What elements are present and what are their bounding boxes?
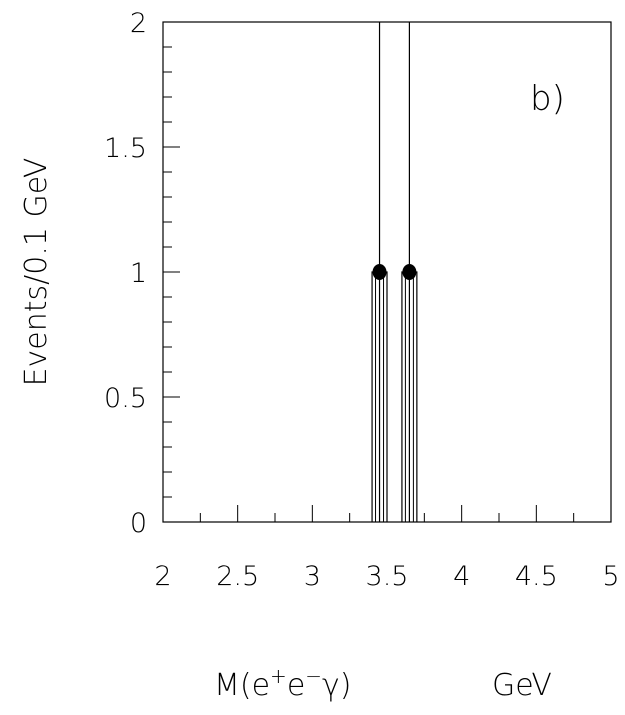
x-axis-unit: GeV [492, 668, 552, 703]
x-label-prefix: M(e [214, 668, 270, 703]
data-point [372, 264, 387, 280]
histogram-layer [371, 271, 418, 522]
x-tick-layer: 2 2.5 3 3.5 4 4.5 5 [154, 505, 620, 592]
y-tick-label: 0 [130, 508, 147, 539]
x-tick-label: 2.5 [216, 561, 259, 592]
x-label-sup-plus: + [270, 664, 287, 688]
y-tick-label: 1.5 [104, 133, 147, 164]
data-point [402, 264, 417, 280]
x-axis-label: M(e+e−γ) [214, 664, 352, 703]
x-tick-label: 3 [304, 561, 321, 592]
x-label-mid: e [287, 668, 305, 703]
x-tick-label: 2 [154, 561, 171, 592]
y-axis-label: Events/0.1 GeV [19, 158, 54, 387]
x-tick-label: 5 [602, 561, 619, 592]
y-tick-label: 1 [130, 258, 147, 289]
x-tick-label: 4 [453, 561, 470, 592]
x-label-gamma: γ) [322, 668, 351, 703]
x-tick-label: 3.5 [366, 561, 409, 592]
panel-label: b) [530, 79, 565, 119]
y-tick-label: 0.5 [104, 383, 147, 414]
x-tick-label: 4.5 [515, 561, 558, 592]
point-layer [372, 264, 417, 280]
y-tick-layer: 0 0.5 1 1.5 2 [104, 8, 180, 539]
y-tick-label: 2 [130, 8, 147, 39]
x-label-sup-minus: − [305, 664, 322, 688]
